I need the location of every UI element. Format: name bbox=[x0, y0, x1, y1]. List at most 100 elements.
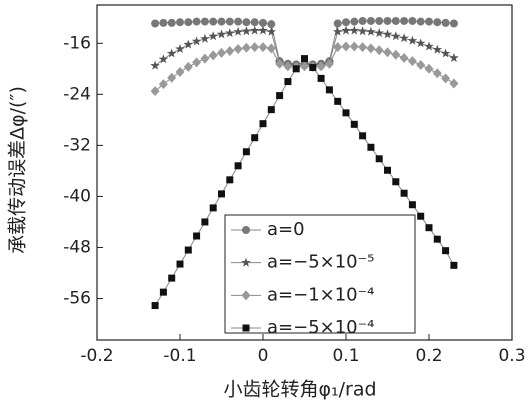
marker bbox=[433, 18, 442, 27]
marker bbox=[357, 26, 368, 36]
marker bbox=[450, 261, 458, 269]
marker bbox=[193, 232, 201, 240]
marker bbox=[300, 61, 309, 72]
marker bbox=[449, 19, 458, 28]
marker bbox=[241, 42, 251, 53]
marker bbox=[316, 61, 326, 72]
y-tick-label: -24 bbox=[63, 84, 91, 104]
y-axis-label: 承载传动误差Δφ/(″) bbox=[7, 86, 29, 254]
plot-frame bbox=[96, 4, 513, 341]
marker bbox=[216, 29, 227, 39]
marker bbox=[367, 143, 375, 151]
marker bbox=[374, 45, 384, 56]
marker bbox=[292, 65, 300, 73]
marker bbox=[259, 120, 267, 128]
marker bbox=[151, 19, 160, 28]
marker bbox=[349, 41, 359, 52]
marker bbox=[425, 17, 433, 26]
marker bbox=[417, 212, 425, 220]
y-tick-label: -16 bbox=[63, 33, 91, 53]
legend-label: a=−5×10⁻⁴ bbox=[267, 317, 374, 338]
x-tick-label: 0.2 bbox=[415, 346, 442, 366]
marker bbox=[184, 246, 192, 254]
marker bbox=[366, 16, 375, 25]
marker bbox=[284, 78, 292, 86]
marker bbox=[332, 26, 343, 36]
marker bbox=[184, 18, 193, 27]
marker bbox=[333, 19, 342, 28]
marker bbox=[383, 16, 392, 25]
marker bbox=[442, 247, 450, 255]
marker bbox=[267, 106, 275, 114]
marker bbox=[350, 17, 359, 26]
marker bbox=[209, 204, 217, 212]
marker bbox=[449, 53, 459, 62]
x-axis-label: 小齿轮转角φ₁/rad bbox=[223, 379, 376, 401]
x-tick-label: -0.2 bbox=[80, 346, 113, 366]
marker bbox=[168, 274, 176, 282]
marker bbox=[301, 55, 308, 63]
legend-label: a=−5×10⁻⁵ bbox=[267, 252, 374, 273]
marker bbox=[258, 42, 268, 53]
marker bbox=[342, 18, 350, 27]
marker bbox=[233, 26, 243, 36]
marker bbox=[416, 59, 426, 70]
marker bbox=[366, 26, 376, 36]
marker bbox=[309, 64, 317, 72]
marker bbox=[225, 17, 234, 26]
marker bbox=[432, 68, 442, 79]
marker bbox=[341, 41, 351, 52]
marker bbox=[183, 39, 194, 49]
marker bbox=[266, 26, 277, 36]
marker bbox=[241, 26, 252, 36]
marker bbox=[183, 61, 193, 72]
marker bbox=[449, 78, 459, 89]
marker bbox=[192, 17, 201, 26]
marker bbox=[333, 42, 343, 53]
marker bbox=[375, 16, 384, 25]
marker bbox=[407, 35, 418, 45]
marker bbox=[425, 224, 433, 232]
marker bbox=[250, 42, 260, 53]
marker bbox=[416, 17, 425, 26]
marker bbox=[374, 28, 384, 38]
marker bbox=[399, 52, 409, 63]
marker bbox=[391, 31, 401, 41]
marker bbox=[341, 25, 351, 35]
marker bbox=[191, 36, 202, 46]
marker bbox=[249, 25, 260, 35]
marker bbox=[150, 60, 160, 70]
marker bbox=[158, 79, 168, 90]
marker bbox=[432, 44, 443, 54]
marker bbox=[200, 53, 210, 64]
marker bbox=[383, 47, 392, 58]
marker bbox=[242, 18, 251, 27]
legend-box bbox=[224, 214, 416, 334]
marker bbox=[267, 20, 276, 29]
marker bbox=[334, 97, 342, 105]
marker bbox=[407, 56, 417, 67]
marker bbox=[391, 16, 400, 25]
marker bbox=[325, 86, 333, 94]
y-tick-label: -40 bbox=[63, 186, 91, 206]
marker bbox=[167, 72, 177, 83]
marker bbox=[258, 25, 268, 35]
marker bbox=[226, 176, 234, 184]
marker bbox=[176, 260, 184, 268]
marker bbox=[384, 166, 391, 174]
marker bbox=[167, 18, 176, 27]
marker bbox=[441, 73, 451, 84]
marker bbox=[234, 17, 243, 26]
marker bbox=[400, 16, 409, 25]
marker bbox=[349, 25, 360, 35]
x-tick-label: 0.1 bbox=[332, 346, 359, 366]
marker bbox=[391, 49, 401, 60]
marker bbox=[176, 18, 184, 27]
x-tick-label: 0.3 bbox=[498, 346, 525, 366]
marker bbox=[358, 16, 367, 25]
marker bbox=[241, 257, 251, 267]
marker bbox=[400, 189, 408, 197]
marker bbox=[159, 288, 167, 296]
marker bbox=[242, 226, 250, 234]
